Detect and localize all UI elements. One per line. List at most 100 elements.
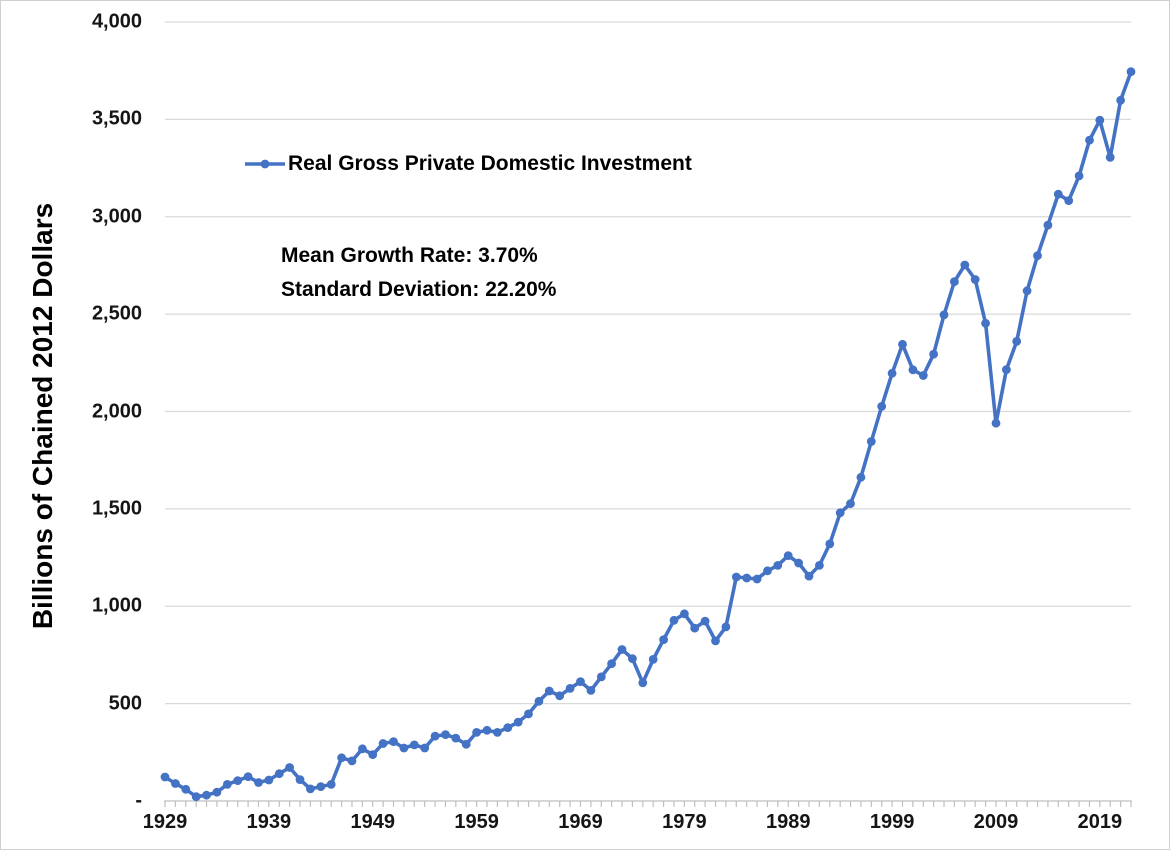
data-point-1947: [347, 756, 357, 766]
data-point-1964: [524, 709, 533, 719]
data-point-1985: [742, 573, 752, 583]
data-point-1989: [783, 551, 793, 560]
data-point-1950: [378, 739, 388, 748]
data-point-1961: [493, 728, 502, 737]
data-point-2018: [1085, 135, 1094, 145]
data-point-1993: [825, 539, 835, 549]
data-point-1991: [804, 571, 814, 581]
standard-deviation-text: Standard Deviation: 22.20%: [281, 278, 557, 301]
data-point-1939: [264, 775, 274, 785]
data-point-2003: [929, 349, 938, 359]
data-point-1994: [835, 508, 845, 518]
data-point-1949: [368, 750, 378, 759]
y-axis-title: Billions of Chained 2012 Dollars: [27, 202, 58, 630]
data-point-1938: [254, 778, 263, 787]
data-point-1983: [721, 622, 731, 632]
data-point-1944: [316, 782, 326, 791]
data-point-2011: [1012, 337, 1022, 346]
stats-annotation: Mean Growth Rate: 3.70% Standard Deviati…: [281, 239, 556, 307]
data-point-1963: [513, 717, 523, 727]
data-point-1977: [659, 635, 668, 644]
legend-line-marker-icon: [245, 159, 285, 169]
data-point-1998: [877, 402, 887, 411]
data-point-1982: [711, 636, 720, 646]
data-point-2020: [1105, 153, 1115, 162]
data-point-2017: [1074, 171, 1084, 181]
data-point-1980: [690, 623, 700, 633]
data-point-2002: [918, 371, 928, 380]
data-point-1992: [815, 561, 824, 570]
data-point-2007: [970, 275, 980, 284]
data-point-2015: [1053, 189, 1063, 199]
data-point-1978: [669, 615, 679, 625]
data-point-1969: [576, 677, 585, 686]
data-point-2008: [981, 318, 990, 328]
data-point-1990: [794, 558, 803, 568]
data-point-2009: [991, 418, 1001, 428]
data-point-1955: [430, 731, 440, 741]
data-point-2010: [1002, 365, 1011, 374]
data-point-1953: [409, 740, 419, 750]
data-point-1957: [451, 733, 461, 743]
data-point-1942: [295, 775, 305, 784]
data-point-1929: [160, 772, 170, 782]
data-point-1974: [628, 654, 637, 663]
data-point-1976: [648, 655, 658, 664]
data-point-2019: [1095, 115, 1105, 125]
data-point-1968: [565, 684, 575, 693]
data-point-1952: [399, 743, 409, 753]
data-point-2006: [960, 260, 970, 270]
data-point-1997: [866, 437, 876, 446]
data-point-1935: [222, 780, 232, 789]
data-point-1959: [472, 728, 481, 737]
data-point-1967: [555, 691, 565, 701]
data-point-1979: [680, 609, 689, 619]
data-point-2014: [1043, 220, 1053, 230]
data-point-1981: [700, 616, 710, 626]
mean-growth-rate-text: Mean Growth Rate: 3.70%: [281, 244, 538, 267]
data-point-1984: [731, 572, 741, 582]
data-point-1948: [358, 744, 367, 754]
data-point-2016: [1064, 196, 1074, 206]
data-point-1940: [274, 769, 284, 779]
legend: Real Gross Private Domestic Investment: [245, 151, 692, 177]
data-point-1934: [212, 787, 222, 797]
data-point-1931: [181, 784, 191, 794]
data-point-1973: [617, 645, 627, 654]
data-point-2004: [939, 310, 949, 320]
data-point-1951: [389, 737, 398, 746]
data-point-1999: [887, 368, 897, 378]
data-point-1937: [243, 772, 253, 782]
data-point-1956: [441, 730, 450, 739]
data-point-2005: [950, 277, 959, 286]
data-point-1960: [482, 725, 492, 735]
data-point-2013: [1033, 251, 1042, 261]
data-point-1932: [191, 792, 201, 802]
data-point-1971: [596, 672, 606, 682]
investment-line: [163, 69, 1133, 799]
data-point-1946: [337, 753, 346, 763]
data-point-1930: [171, 779, 180, 788]
data-point-1975: [638, 678, 648, 688]
data-point-1970: [586, 686, 596, 695]
data-point-1941: [285, 763, 294, 772]
data-point-2022: [1126, 67, 1136, 77]
data-point-2021: [1116, 95, 1125, 105]
data-point-1965: [534, 696, 544, 706]
data-point-1988: [773, 561, 783, 570]
legend-marker-dot: [260, 159, 270, 169]
data-point-1986: [752, 574, 762, 584]
data-point-1943: [306, 784, 315, 794]
data-point-2012: [1022, 286, 1032, 296]
legend-label: Real Gross Private Domestic Investment: [288, 152, 692, 175]
data-point-1966: [544, 686, 554, 696]
data-point-1987: [763, 566, 772, 576]
data-point-1936: [233, 776, 243, 785]
data-point-1972: [607, 659, 616, 669]
data-point-1954: [420, 743, 430, 753]
data-point-1958: [461, 739, 471, 749]
data-point-2001: [908, 365, 918, 375]
data-point-1933: [202, 790, 211, 800]
